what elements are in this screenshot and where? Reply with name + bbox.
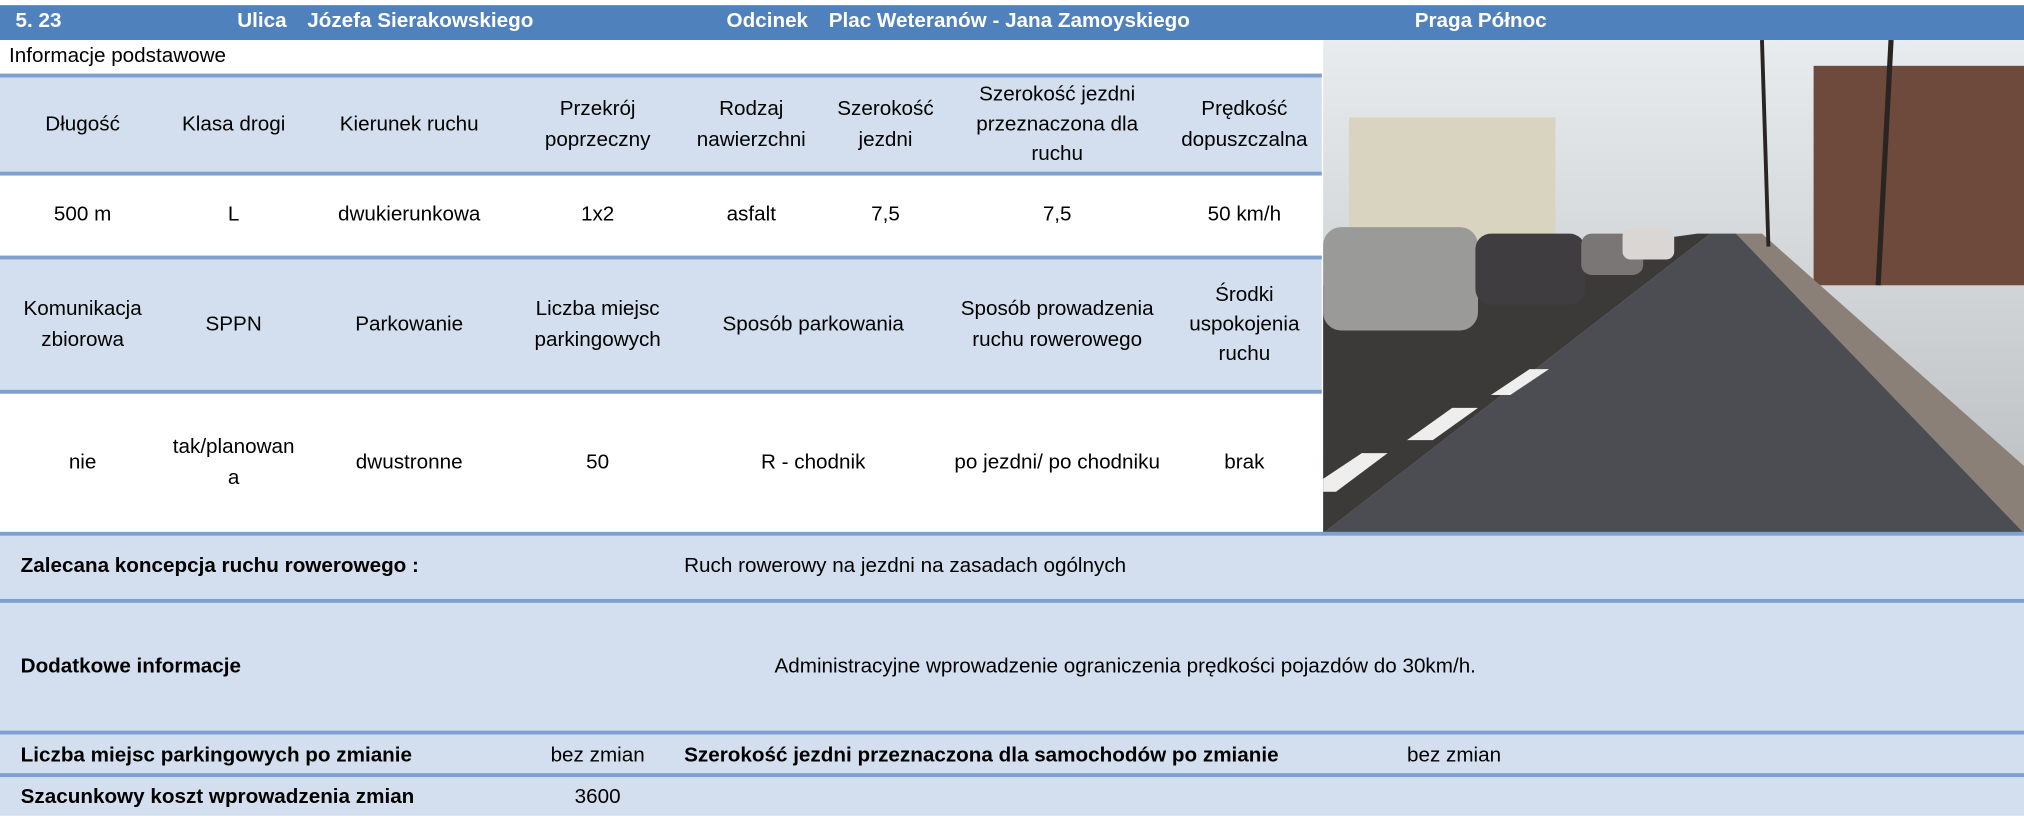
parking-after-label: Liczba miejsc parkingowych po zmianie bbox=[20, 744, 413, 767]
recommendation-value: Ruch rowerowy na jezdni na zasadach ogól… bbox=[684, 555, 1127, 577]
additional-value: Administracyjne wprowadzenie ograniczeni… bbox=[774, 655, 1476, 678]
column-header: SPPN bbox=[205, 313, 262, 336]
street-label: Ulica bbox=[237, 10, 287, 33]
cell-value: 50 km/h bbox=[1207, 204, 1282, 227]
cell-value: R - chodnik bbox=[760, 451, 866, 474]
row-bg bbox=[0, 733, 2024, 776]
number: 5. 23 bbox=[15, 10, 62, 33]
additional-label: Dodatkowe informacje bbox=[20, 655, 242, 678]
cell-value: dwukierunkowa bbox=[338, 204, 481, 227]
cell-value: 1x2 bbox=[580, 204, 615, 227]
column-header: Szerokość jezdni bbox=[837, 98, 934, 151]
column-header: Parkowanie bbox=[355, 313, 464, 336]
rule bbox=[0, 730, 2024, 735]
street: Józefa Sierakowskiego bbox=[307, 10, 534, 33]
cell-value: 500 m bbox=[53, 204, 112, 227]
parking-after-value: bez zmian bbox=[550, 744, 645, 767]
header-bar bbox=[0, 5, 2024, 41]
width-after-value: bez zmian bbox=[1406, 744, 1502, 767]
rule bbox=[0, 389, 1322, 394]
column-header: Sposób prowadzenia ruchu rowerowego bbox=[960, 298, 1154, 351]
cost-label: Szacunkowy koszt wprowadzenia zmian bbox=[20, 786, 415, 809]
rule bbox=[0, 255, 1322, 260]
column-header: Kierunek ruchu bbox=[339, 113, 479, 136]
cell-value: nie bbox=[68, 451, 97, 474]
street-photo bbox=[1323, 40, 2024, 534]
cell-value: 7,5 bbox=[871, 204, 900, 227]
district: Praga Północ bbox=[1414, 10, 1547, 33]
column-header: Środki uspokojenia ruchu bbox=[1189, 283, 1300, 366]
section: Plac Weteranów - Jana Zamoyskiego bbox=[828, 10, 1190, 33]
section-label: Odcinek bbox=[726, 10, 809, 33]
column-header: Przekrój poprzeczny bbox=[544, 98, 651, 151]
recommendation-label: Zalecana koncepcja ruchu rowerowego : bbox=[20, 555, 419, 577]
cell-value: L bbox=[227, 204, 240, 227]
column-header: Długość bbox=[45, 113, 120, 136]
section-title: Informacje podstawowe bbox=[9, 45, 227, 68]
row-bg bbox=[0, 256, 1322, 393]
rule bbox=[0, 598, 2024, 603]
cell-value: brak bbox=[1224, 451, 1265, 474]
column-header: Klasa drogi bbox=[181, 113, 286, 136]
cell-value: po jezdni/ po chodniku bbox=[954, 451, 1160, 474]
column-header: Prędkość dopuszczalna bbox=[1181, 98, 1308, 151]
column-header: Liczba miejsc parkingowych bbox=[534, 298, 661, 351]
width-after-label: Szerokość jezdni przeznaczona dla samoch… bbox=[684, 744, 1279, 767]
cell-value: asfalt bbox=[726, 204, 776, 227]
rule bbox=[0, 531, 2024, 536]
column-header: Komunikacja zbiorowa bbox=[23, 298, 142, 351]
column-header: Sposób parkowania bbox=[722, 313, 904, 336]
cell-value: dwustronne bbox=[355, 451, 463, 474]
row-bg bbox=[0, 534, 2024, 601]
column-header: Rodzaj nawierzchni bbox=[696, 98, 806, 151]
column-header: Szerokość jezdni przeznaczona dla ruchu bbox=[976, 83, 1139, 166]
rule bbox=[0, 773, 2024, 778]
rule bbox=[0, 73, 1322, 78]
row-bg bbox=[0, 601, 2024, 732]
row-bg bbox=[0, 777, 2024, 816]
row-bg bbox=[0, 74, 1322, 175]
cost-value: 3600 bbox=[574, 786, 621, 809]
rule bbox=[0, 171, 1322, 176]
cell-value: tak/planowana bbox=[172, 436, 295, 489]
cell-value: 7,5 bbox=[1042, 204, 1072, 227]
cell-value: 50 bbox=[586, 451, 610, 474]
